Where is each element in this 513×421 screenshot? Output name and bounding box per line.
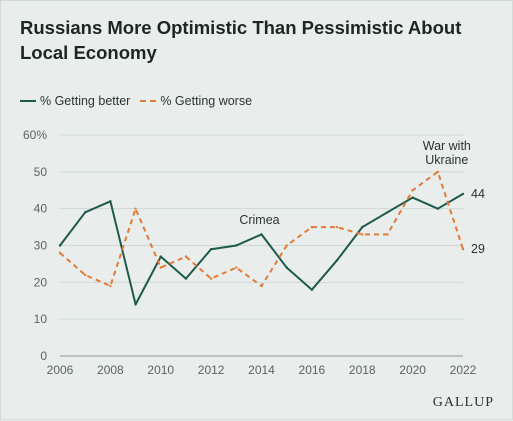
data-point [235, 266, 238, 269]
y-tick-label: 0 [40, 349, 47, 363]
data-point [235, 244, 238, 247]
x-tick-label: 2010 [147, 363, 174, 377]
y-tick-label: 50 [34, 165, 48, 179]
data-point [134, 207, 137, 210]
annotation-war-with-ukraine: Ukraine [425, 153, 468, 167]
data-point [436, 207, 440, 210]
x-tick-label: 2016 [299, 363, 326, 377]
annotation-crimea: Crimea [239, 213, 279, 227]
series-end-label: 44 [471, 187, 485, 201]
data-point [184, 255, 188, 258]
chart-title: Russians More Optimistic Than Pessimisti… [20, 17, 462, 63]
data-point [310, 225, 314, 229]
data-point [58, 251, 62, 255]
x-tick-label: 2022 [450, 363, 477, 377]
series-end-label: 29 [471, 242, 485, 256]
data-point [209, 277, 213, 280]
x-tick-label: 2008 [97, 363, 124, 377]
legend-label-getting-worse: % Getting worse [160, 94, 253, 108]
data-point [461, 192, 465, 196]
data-point [461, 247, 465, 251]
y-tick-label: 30 [34, 239, 48, 253]
data-point [159, 255, 162, 258]
data-point [361, 233, 364, 236]
data-point [159, 266, 162, 269]
series-line-getting-better [59, 193, 464, 306]
data-point [335, 225, 339, 229]
series-line-getting-worse [59, 170, 464, 287]
data-point [411, 196, 414, 199]
legend-label-getting-better: % Getting better [40, 94, 131, 108]
x-tick-label: 2014 [248, 363, 275, 377]
y-tick-label: 60% [23, 128, 47, 142]
data-point [260, 284, 263, 288]
legend-swatch-solid [20, 100, 36, 102]
x-tick-label: 2012 [198, 363, 225, 377]
data-point [361, 225, 364, 229]
x-tick-label: 2020 [399, 363, 426, 377]
legend-item-getting-better: % Getting better [20, 94, 130, 108]
data-point [285, 244, 288, 247]
data-point [310, 288, 314, 291]
data-point [411, 189, 414, 192]
legend-swatch-dashed [140, 100, 157, 102]
y-tick-label: 40 [34, 202, 48, 216]
data-point [386, 233, 389, 236]
data-point [109, 200, 112, 203]
data-point [285, 266, 288, 269]
y-tick-label: 20 [34, 275, 48, 289]
data-point [109, 284, 112, 288]
data-point [58, 244, 62, 247]
data-point [83, 273, 87, 277]
data-point [386, 211, 389, 214]
data-point [83, 211, 87, 214]
x-tick-label: 2018 [349, 363, 376, 377]
data-point [134, 303, 137, 306]
data-point [184, 277, 188, 280]
annotation-war-with-ukraine: War with [423, 139, 471, 153]
gallup-logo: GALLUP [432, 395, 494, 410]
legend-item-getting-worse: % Getting worse [140, 94, 252, 108]
data-point [335, 259, 339, 262]
data-point [209, 247, 213, 251]
x-tick-label: 2006 [47, 363, 74, 377]
data-point [260, 233, 263, 236]
data-point [436, 170, 440, 174]
chart-legend: % Getting better % Getting worse [20, 94, 262, 108]
y-tick-label: 10 [34, 312, 48, 326]
